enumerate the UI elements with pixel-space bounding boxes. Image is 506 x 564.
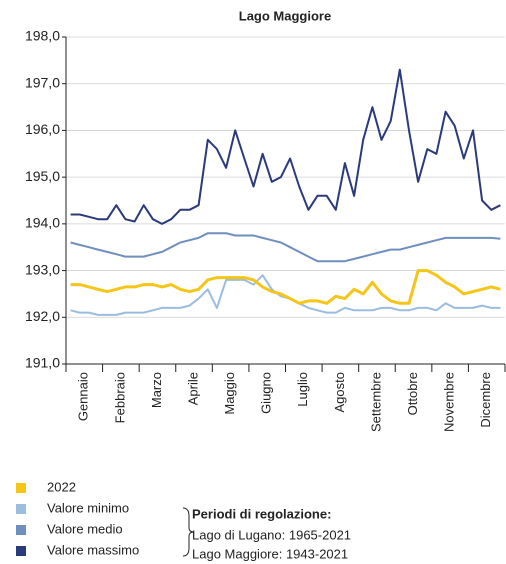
x-tick-label: Gennaio <box>76 372 91 421</box>
y-tick-label: 198,0 <box>25 28 60 44</box>
x-tick-label: Marzo <box>149 372 164 408</box>
series-line <box>70 68 501 225</box>
legend-swatch <box>16 504 26 514</box>
note-title: Periodi di regolazione: <box>192 506 331 521</box>
legend-label: Valore medio <box>47 521 123 536</box>
series-line <box>70 269 501 305</box>
legend-label: 2022 <box>47 479 76 494</box>
y-tick-label: 194,0 <box>25 215 60 231</box>
x-tick-label: Dicembre <box>478 372 493 428</box>
legend-swatch <box>16 525 26 535</box>
legend-label: Valore minimo <box>47 500 129 515</box>
x-tick-label: Febbraio <box>112 372 127 423</box>
x-tick-label: Ottobre <box>405 372 420 415</box>
x-tick-label: Luglio <box>295 372 310 407</box>
note-line: Lago Maggiore: 1943-2021 <box>192 546 348 561</box>
x-tick-label: Giugno <box>259 372 274 414</box>
legend-swatch <box>16 546 26 556</box>
y-tick-label: 192,0 <box>25 308 60 324</box>
brace <box>182 507 195 557</box>
x-tick-label: Settembre <box>368 372 383 432</box>
y-tick-label: 197,0 <box>25 74 60 90</box>
x-tick-label: Novembre <box>442 372 457 432</box>
series-line <box>70 232 501 263</box>
x-tick-label: Aprile <box>185 372 200 405</box>
x-tick-label: Agosto <box>332 372 347 412</box>
legend-label: Valore massimo <box>47 542 139 557</box>
x-tick-label: Maggio <box>222 372 237 415</box>
legend-swatch <box>16 483 26 493</box>
y-tick-label: 195,0 <box>25 168 60 184</box>
chart-title: Lago Maggiore <box>239 8 331 23</box>
y-tick-label: 196,0 <box>25 121 60 137</box>
note-line: Lago di Lugano: 1965-2021 <box>192 527 351 542</box>
y-tick-label: 193,0 <box>25 261 60 277</box>
y-tick-label: 191,0 <box>25 355 60 371</box>
